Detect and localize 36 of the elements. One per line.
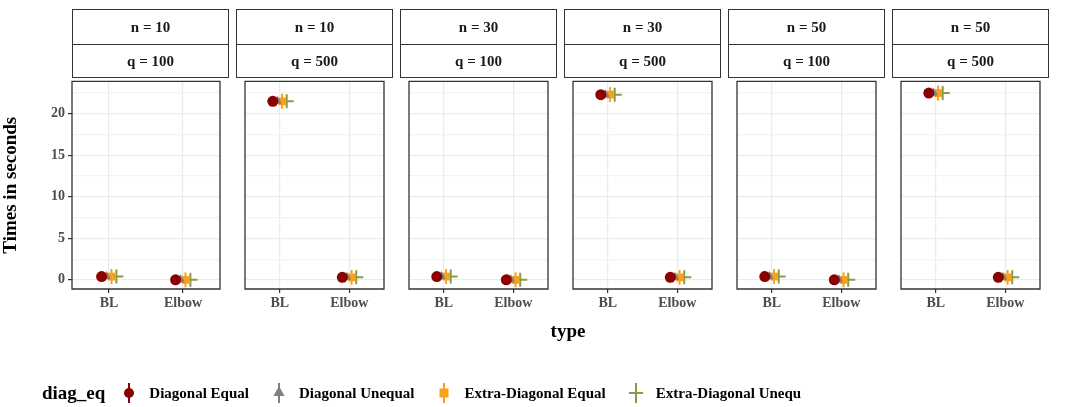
x-tick-label: Elbow	[822, 295, 862, 311]
x-tick-label: BL	[270, 295, 290, 311]
x-tick-label: BL	[99, 295, 119, 311]
chart-title: n = 10	[72, 9, 229, 45]
y-tick-label: 5	[58, 229, 65, 245]
y-tick-label: 15	[51, 146, 65, 162]
chart-subtitle: q = 100	[728, 44, 885, 78]
y-tick-label: 20	[51, 105, 65, 121]
x-tick-label: Elbow	[986, 295, 1026, 311]
x-tick-label: Elbow	[163, 295, 203, 311]
chart-title: n = 50	[892, 9, 1049, 45]
legend-label: Extra-Diagonal Unequ	[655, 384, 802, 402]
y-tick-label: 10	[51, 188, 65, 204]
x-tick-label: BL	[434, 295, 454, 311]
chart-subtitle: q = 500	[564, 44, 721, 78]
x-tick-label: Elbow	[658, 295, 698, 311]
legend-title: diag_eq	[42, 382, 106, 404]
legend-label: Extra-Diagonal Equal	[464, 384, 606, 402]
chart-subtitle: q = 100	[72, 44, 229, 78]
y-axis-title: Times in seconds	[0, 116, 21, 254]
x-tick-label: BL	[926, 295, 946, 311]
y-tick-label: 0	[58, 271, 65, 287]
x-axis-title: type	[549, 320, 587, 342]
chart-subtitle: q = 500	[892, 44, 1049, 78]
legend-label: Diagonal Equal	[149, 384, 249, 402]
x-tick-label: BL	[598, 295, 618, 311]
legend-label: Diagonal Unequal	[298, 384, 415, 402]
chart-title: n = 50	[728, 9, 885, 45]
chart-title: n = 30	[400, 9, 557, 45]
chart-subtitle: q = 100	[400, 44, 557, 78]
chart-title: n = 10	[236, 9, 393, 45]
chart-title: n = 30	[564, 9, 721, 45]
x-tick-label: BL	[762, 295, 782, 311]
x-tick-label: Elbow	[494, 295, 534, 311]
x-tick-label: Elbow	[330, 295, 370, 311]
chart-subtitle: q = 500	[236, 44, 393, 78]
